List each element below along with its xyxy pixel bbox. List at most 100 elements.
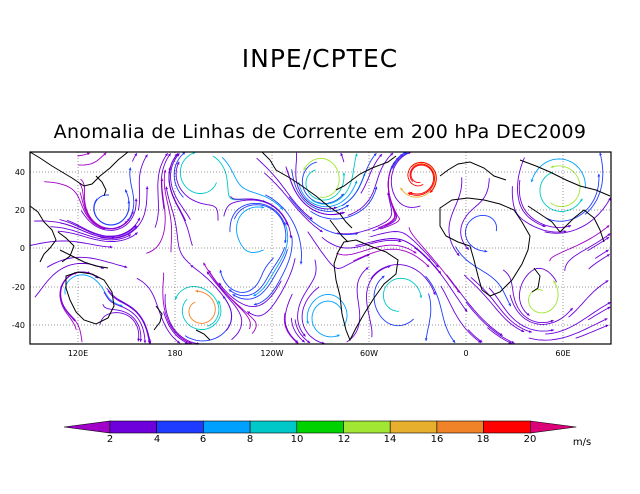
- streamline: [179, 151, 217, 194]
- streamline: [370, 264, 436, 296]
- streamline: [79, 183, 130, 230]
- streamline: [448, 177, 463, 257]
- colorbar-label-18: 18: [477, 434, 490, 445]
- streamline: [107, 290, 151, 344]
- streamline: [163, 169, 173, 253]
- streamline-arrow: [307, 340, 311, 343]
- streamline: [59, 271, 99, 322]
- lat-tick-minus-40: -40: [12, 321, 25, 330]
- streamline-arrow: [568, 224, 572, 228]
- lon-tick-0: 0: [463, 349, 468, 358]
- streamline: [407, 161, 437, 194]
- streamline: [425, 293, 432, 341]
- streamline: [173, 151, 186, 198]
- streamline: [463, 274, 525, 333]
- streamline: [203, 262, 251, 330]
- streamline: [528, 280, 559, 314]
- streamline: [168, 167, 193, 246]
- streamline-arrow: [295, 339, 299, 343]
- streamline: [400, 162, 437, 198]
- streamline: [470, 276, 532, 333]
- streamline-arrow: [109, 245, 113, 249]
- streamline: [390, 151, 421, 208]
- streamline: [175, 161, 219, 221]
- streamline-arrow: [164, 153, 168, 157]
- streamline-arrow: [398, 239, 402, 243]
- streamline-arrow: [365, 267, 369, 271]
- streamline: [295, 152, 337, 210]
- streamline: [584, 152, 604, 215]
- streamline-arrow: [284, 240, 287, 244]
- streamline: [568, 280, 609, 318]
- streamline-arrow: [432, 291, 436, 295]
- streamline: [154, 153, 169, 228]
- streamline: [336, 244, 417, 256]
- streamline: [303, 157, 340, 198]
- streamline-arrow: [424, 338, 428, 341]
- streamline: [311, 300, 343, 338]
- colorbar-high-arrow: [529, 420, 577, 434]
- streamline-arrow: [139, 339, 143, 342]
- streamline: [366, 265, 391, 338]
- streamline-arrow: [456, 252, 460, 256]
- streamline-arrow: [261, 205, 265, 209]
- colorbar-segment: [203, 420, 251, 434]
- streamline-arrow: [137, 217, 140, 221]
- streamline-arrow: [134, 225, 138, 229]
- streamline-arrow: [125, 189, 128, 193]
- streamline: [414, 247, 468, 312]
- streamline: [545, 173, 600, 222]
- streamline: [550, 165, 581, 208]
- streamline-arrow: [579, 198, 583, 202]
- streamline-arrow: [526, 312, 530, 316]
- colorbar-segment: [343, 420, 391, 434]
- streamline-arrow: [218, 300, 221, 304]
- colorbar-segment: [296, 420, 344, 434]
- streamline-arrow: [133, 225, 137, 228]
- streamline: [64, 274, 123, 307]
- streamline: [30, 240, 113, 248]
- streamline: [290, 317, 306, 343]
- streamline: [136, 277, 181, 344]
- streamline: [528, 318, 608, 341]
- streamline: [212, 155, 266, 203]
- streamline: [291, 169, 350, 212]
- streamline: [170, 153, 191, 220]
- streamline-arrow: [299, 261, 303, 265]
- streamline-arrow: [182, 152, 186, 155]
- streamline: [283, 312, 299, 344]
- streamline-arrow: [419, 295, 423, 299]
- streamline-arrow: [456, 289, 460, 293]
- colorbar-label-6: 6: [200, 434, 206, 445]
- streamline: [229, 202, 286, 233]
- streamline: [564, 233, 611, 271]
- streamline: [253, 224, 289, 297]
- streamline-arrow: [218, 282, 222, 286]
- streamline: [370, 231, 439, 268]
- streamline-arrow: [479, 339, 483, 343]
- streamline-arrow: [303, 167, 307, 171]
- streamline: [162, 272, 193, 345]
- streamline-arrow: [508, 303, 511, 307]
- streamline-arrow: [354, 153, 358, 157]
- streamline: [587, 236, 610, 252]
- streamline: [425, 275, 456, 344]
- streamline: [100, 186, 148, 239]
- streamline-arrow: [340, 153, 344, 156]
- streamline: [46, 256, 128, 268]
- coastlines: [29, 151, 611, 342]
- streamline-arrow: [606, 237, 610, 240]
- streamline-arrow: [228, 289, 232, 293]
- streamline: [545, 301, 611, 335]
- streamline: [321, 236, 402, 249]
- streamline: [353, 248, 430, 268]
- streamline-arrow: [134, 153, 137, 157]
- streamline: [460, 178, 490, 251]
- lat-axis: 40 20 0 -20 -40: [12, 168, 25, 330]
- streamline: [223, 199, 289, 226]
- lat-tick-minus-20: -20: [12, 283, 25, 292]
- streamline: [219, 257, 274, 293]
- colorbar-segment: [389, 420, 438, 434]
- streamline: [137, 154, 148, 211]
- streamline-arrow: [124, 265, 128, 269]
